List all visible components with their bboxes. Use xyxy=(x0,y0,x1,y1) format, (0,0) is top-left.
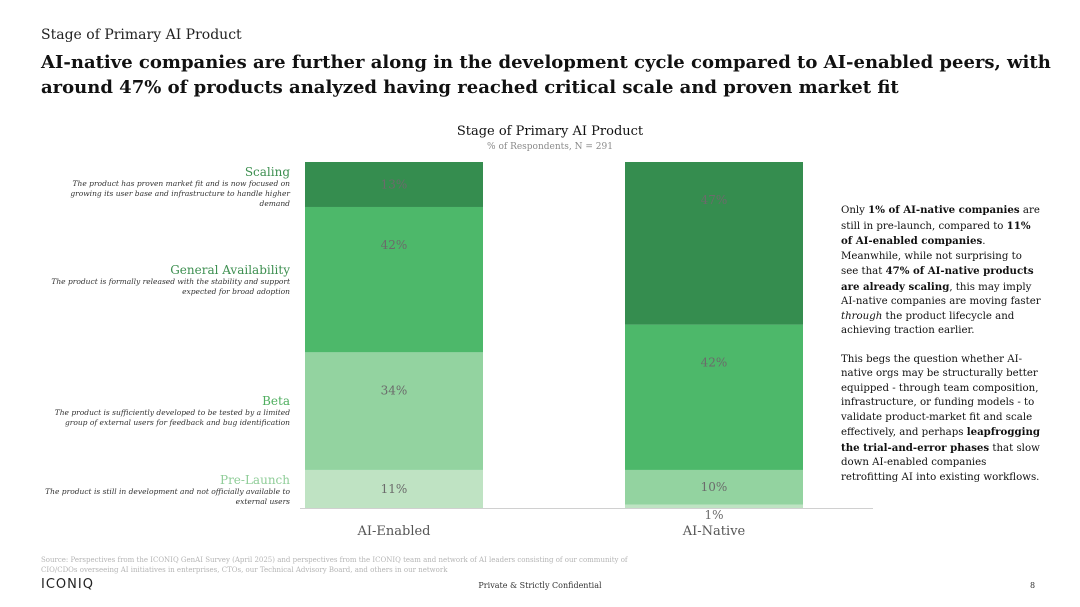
stage-label-general-availability: General Availability The product is form… xyxy=(40,263,290,297)
data-label-ai-enabled-pre-launch: 11% xyxy=(381,482,408,496)
page-headline: AI-native companies are further along in… xyxy=(41,52,1051,98)
data-label-ai-native-pre-launch: 1% xyxy=(704,508,723,522)
iconiq-logo: ICONIQ xyxy=(41,577,94,592)
data-label-ai-native-general-availability: 42% xyxy=(701,356,728,370)
chart-subtitle: % of Respondents, N = 291 xyxy=(487,142,613,152)
stage-desc-pre-launch: The product is still in development and … xyxy=(45,487,290,506)
side-note: Only 1% of AI-native companies are still… xyxy=(841,203,1041,499)
category-label-ai-native: AI-Native xyxy=(682,524,746,539)
stage-label-scaling: Scaling The product has proven market fi… xyxy=(40,165,290,209)
bar-segment-ai-enabled-beta xyxy=(305,352,483,470)
data-label-ai-native-scaling: 47% xyxy=(701,193,728,207)
bar-segment-ai-enabled-general-availability xyxy=(305,206,483,353)
bar-segment-ai-native-pre-launch xyxy=(625,504,803,508)
stage-name-beta: Beta xyxy=(262,394,290,408)
stage-name-general-availability: General Availability xyxy=(170,263,290,277)
bar-segment-ai-enabled-scaling xyxy=(305,162,483,207)
stage-desc-scaling: The product has proven market fit and is… xyxy=(70,179,290,208)
page-kicker: Stage of Primary AI Product xyxy=(41,27,242,43)
data-label-ai-enabled-scaling: 13% xyxy=(381,177,408,191)
stage-label-beta: Beta The product is sufficiently develop… xyxy=(40,394,290,428)
stage-desc-general-availability: The product is formally released with th… xyxy=(51,277,290,296)
source-note: Source: Perspectives from the ICONIQ Gen… xyxy=(41,556,628,574)
side-note-paragraph-1: Only 1% of AI-native companies are still… xyxy=(841,204,1041,336)
bar-segment-ai-native-general-availability xyxy=(625,324,803,470)
side-note-paragraph-2: This begs the question whether AI-native… xyxy=(841,353,1040,483)
stage-name-pre-launch: Pre-Launch xyxy=(220,473,290,487)
data-label-ai-enabled-general-availability: 42% xyxy=(381,238,408,252)
bar-segment-ai-native-scaling xyxy=(625,162,803,325)
data-label-ai-enabled-beta: 34% xyxy=(381,383,408,397)
page-number: 8 xyxy=(1030,581,1036,590)
category-label-ai-enabled: AI-Enabled xyxy=(356,524,430,539)
chart-title: Stage of Primary AI Product xyxy=(456,124,644,139)
confidential-label: Private & Strictly Confidential xyxy=(478,581,602,590)
stage-desc-beta: The product is sufficiently developed to… xyxy=(54,408,290,427)
bar-segment-ai-enabled-pre-launch xyxy=(305,469,483,508)
bar-segment-ai-native-beta xyxy=(625,469,803,505)
data-label-ai-native-beta: 10% xyxy=(701,480,728,494)
stage-name-scaling: Scaling xyxy=(244,165,290,179)
stage-label-pre-launch: Pre-Launch The product is still in devel… xyxy=(40,473,290,507)
